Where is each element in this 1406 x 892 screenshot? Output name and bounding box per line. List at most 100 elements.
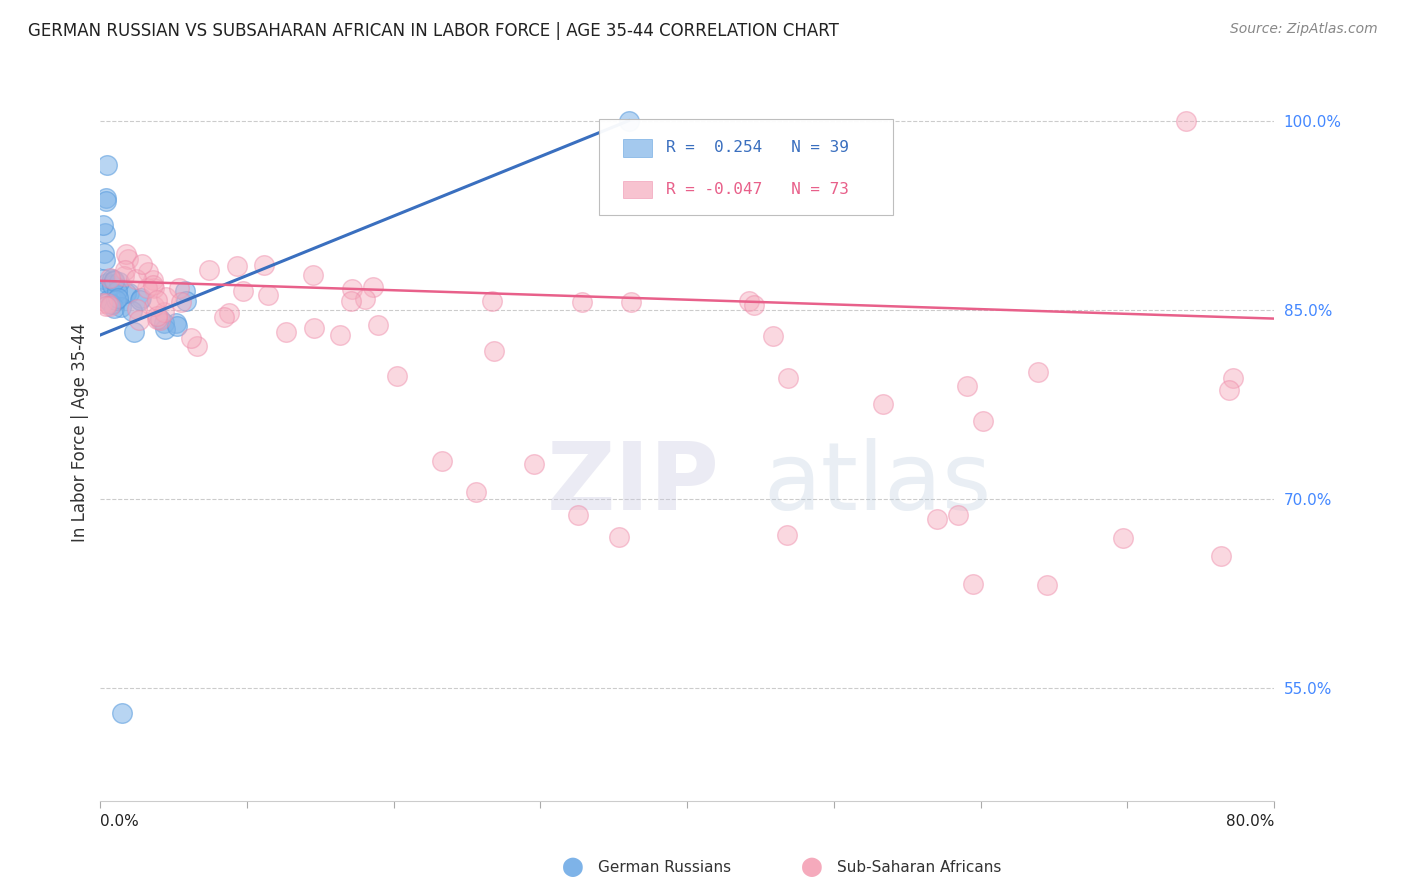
Text: GERMAN RUSSIAN VS SUBSAHARAN AFRICAN IN LABOR FORCE | AGE 35-44 CORRELATION CHAR: GERMAN RUSSIAN VS SUBSAHARAN AFRICAN IN … [28,22,839,40]
Point [762,328,785,343]
Point [226,259,249,273]
Point [103,274,125,288]
Point [149,313,172,327]
Point [607,530,630,544]
FancyBboxPatch shape [623,139,652,157]
Point [136,265,159,279]
Text: German Russians: German Russians [598,860,731,874]
Point [302,320,325,334]
Point [367,318,389,332]
Text: atlas: atlas [763,438,991,530]
Point [482,344,505,359]
Point [153,305,176,319]
Point [340,282,363,296]
Y-axis label: In Labor Force | Age 35-44: In Labor Force | Age 35-44 [72,323,89,542]
Point [110,300,132,314]
Point [198,263,221,277]
Point [107,291,129,305]
Point [143,299,166,313]
Point [946,508,969,523]
Point [1211,549,1233,564]
Point [256,288,278,302]
Point [174,285,197,299]
Point [105,284,128,298]
Point [149,312,172,326]
Text: 0.0%: 0.0% [100,814,139,829]
Point [146,311,169,326]
Point [169,281,191,295]
Point [128,293,150,307]
Point [1175,113,1198,128]
Point [432,453,454,467]
Point [155,322,177,336]
Point [125,271,148,285]
Point [363,279,385,293]
Point [972,414,994,428]
Point [96,296,118,310]
Point [122,325,145,339]
Point [114,247,136,261]
Point [104,293,127,307]
Point [481,294,503,309]
Point [153,316,176,330]
Point [117,252,139,267]
Text: Sub-Saharan Africans: Sub-Saharan Africans [837,860,1001,874]
Point [91,272,114,286]
Point [956,379,979,393]
Point [108,275,131,289]
Point [166,319,188,334]
Point [91,295,114,310]
Point [131,292,153,306]
Point [169,295,191,310]
Text: ZIP: ZIP [547,438,720,530]
Point [94,191,117,205]
Point [1036,578,1059,592]
Point [962,577,984,591]
FancyBboxPatch shape [623,180,652,198]
Point [302,268,325,283]
Point [1222,370,1244,384]
Point [339,293,361,308]
Point [1112,532,1135,546]
Point [778,371,800,385]
Point [165,316,187,330]
Point [146,293,169,307]
Point [135,281,157,295]
Point [385,368,408,383]
Point [1026,365,1049,379]
Point [927,512,949,526]
Point [180,330,202,344]
Point [118,286,141,301]
Point [176,293,198,308]
Point [121,304,143,318]
Point [96,158,118,172]
Point [872,396,894,410]
Point [100,272,122,286]
Point [112,268,135,283]
Point [617,113,640,128]
Point [97,293,120,307]
Point [464,484,486,499]
Point [131,258,153,272]
Point [98,299,121,313]
Point [100,278,122,293]
Point [143,280,166,294]
Point [232,284,254,298]
Point [94,194,117,209]
Point [253,258,276,272]
FancyBboxPatch shape [599,120,893,215]
Point [114,262,136,277]
Point [274,325,297,339]
Point [142,278,165,293]
Point [91,219,114,233]
Point [567,508,589,522]
Text: R = -0.047   N = 73: R = -0.047 N = 73 [666,182,849,197]
Point [111,706,134,720]
Point [1218,383,1240,397]
Point [94,252,117,267]
Point [186,339,208,353]
Point [145,309,167,323]
Point [142,273,165,287]
Point [96,299,118,313]
Point [94,227,117,241]
